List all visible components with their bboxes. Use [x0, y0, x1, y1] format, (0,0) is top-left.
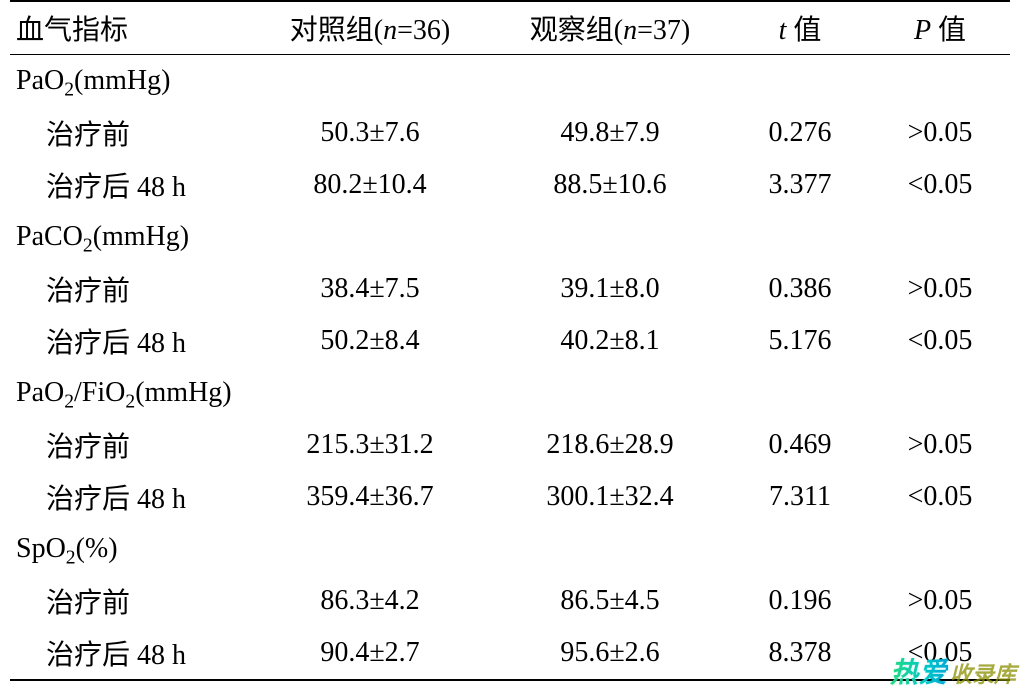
cell-observe: 39.1±8.0	[490, 263, 730, 315]
section-post: (mmHg)	[74, 65, 170, 96]
section-label: PaCO2(mmHg)	[10, 211, 1010, 263]
cell-observe: 49.8±7.9	[490, 107, 730, 159]
cell-t: 8.378	[730, 627, 870, 680]
p-var: P	[914, 15, 931, 46]
row-label: 治疗后 48 h	[10, 471, 250, 523]
section-sub: 2	[83, 236, 93, 257]
table-row: 治疗前 215.3±31.2 218.6±28.9 0.469 >0.05	[10, 419, 1010, 471]
section-row: PaO2(mmHg)	[10, 55, 1010, 108]
cell-control: 359.4±36.7	[250, 471, 490, 523]
col-header-p: P 值	[870, 1, 1010, 55]
cell-observe: 300.1±32.4	[490, 471, 730, 523]
col-header-observe-suffix: =37)	[637, 15, 690, 46]
cell-control: 50.2±8.4	[250, 315, 490, 367]
col-header-control-prefix: 对照组(	[290, 15, 383, 46]
table-row: 治疗后 48 h 80.2±10.4 88.5±10.6 3.377 <0.05	[10, 159, 1010, 211]
row-label: 治疗后 48 h	[10, 159, 250, 211]
table-row: 治疗后 48 h 359.4±36.7 300.1±32.4 7.311 <0.…	[10, 471, 1010, 523]
row-label: 治疗前	[10, 107, 250, 159]
table-row: 治疗后 48 h 50.2±8.4 40.2±8.1 5.176 <0.05	[10, 315, 1010, 367]
cell-control: 38.4±7.5	[250, 263, 490, 315]
cell-control: 80.2±10.4	[250, 159, 490, 211]
cell-p: >0.05	[870, 263, 1010, 315]
section-sub: 2	[64, 80, 74, 101]
col-header-indicator: 血气指标	[10, 1, 250, 55]
p-suffix: 值	[931, 15, 966, 46]
n-var-1: n	[383, 15, 397, 46]
cell-control: 50.3±7.6	[250, 107, 490, 159]
row-label: 治疗后 48 h	[10, 627, 250, 680]
cell-p: <0.05	[870, 627, 1010, 680]
section-mid: /FiO	[74, 377, 125, 408]
col-header-t: t 值	[730, 1, 870, 55]
section-row: PaCO2(mmHg)	[10, 211, 1010, 263]
table-row: 治疗前 50.3±7.6 49.8±7.9 0.276 >0.05	[10, 107, 1010, 159]
section-row: SpO2(%)	[10, 523, 1010, 575]
row-label: 治疗前	[10, 263, 250, 315]
section-sub: 2	[66, 548, 76, 569]
row-label: 治疗前	[10, 575, 250, 627]
t-suffix: 值	[786, 15, 821, 46]
section-sub2: 2	[125, 392, 135, 413]
section-label: SpO2(%)	[10, 523, 1010, 575]
section-pre: PaO	[16, 377, 64, 408]
section-post: (%)	[76, 533, 118, 564]
col-header-observe-prefix: 观察组(	[530, 15, 623, 46]
table-row: 治疗前 86.3±4.2 86.5±4.5 0.196 >0.05	[10, 575, 1010, 627]
cell-observe: 40.2±8.1	[490, 315, 730, 367]
cell-control: 86.3±4.2	[250, 575, 490, 627]
row-label: 治疗后 48 h	[10, 315, 250, 367]
section-sub: 2	[64, 392, 74, 413]
cell-p: >0.05	[870, 575, 1010, 627]
section-post: (mmHg)	[93, 221, 189, 252]
cell-t: 3.377	[730, 159, 870, 211]
cell-p: >0.05	[870, 419, 1010, 471]
section-pre: PaCO	[16, 221, 83, 252]
cell-control: 90.4±2.7	[250, 627, 490, 680]
section-row: PaO2/FiO2(mmHg)	[10, 367, 1010, 419]
cell-p: >0.05	[870, 107, 1010, 159]
cell-t: 0.386	[730, 263, 870, 315]
cell-t: 7.311	[730, 471, 870, 523]
cell-observe: 86.5±4.5	[490, 575, 730, 627]
cell-control: 215.3±31.2	[250, 419, 490, 471]
row-label: 治疗前	[10, 419, 250, 471]
cell-observe: 95.6±2.6	[490, 627, 730, 680]
cell-p: <0.05	[870, 315, 1010, 367]
table-header-row: 血气指标 对照组(n=36) 观察组(n=37) t 值 P 值	[10, 1, 1010, 55]
table-row: 治疗前 38.4±7.5 39.1±8.0 0.386 >0.05	[10, 263, 1010, 315]
cell-t: 0.469	[730, 419, 870, 471]
section-label: PaO2/FiO2(mmHg)	[10, 367, 1010, 419]
blood-gas-table: 血气指标 对照组(n=36) 观察组(n=37) t 值 P 值 PaO2(mm…	[10, 0, 1010, 681]
n-var-2: n	[623, 15, 637, 46]
section-pre: SpO	[16, 533, 66, 564]
page: 血气指标 对照组(n=36) 观察组(n=37) t 值 P 值 PaO2(mm…	[0, 0, 1020, 697]
col-header-observe: 观察组(n=37)	[490, 1, 730, 55]
col-header-control: 对照组(n=36)	[250, 1, 490, 55]
cell-t: 0.276	[730, 107, 870, 159]
section-post: (mmHg)	[135, 377, 231, 408]
cell-t: 0.196	[730, 575, 870, 627]
cell-observe: 88.5±10.6	[490, 159, 730, 211]
section-pre: PaO	[16, 65, 64, 96]
table-row: 治疗后 48 h 90.4±2.7 95.6±2.6 8.378 <0.05	[10, 627, 1010, 680]
cell-observe: 218.6±28.9	[490, 419, 730, 471]
section-label: PaO2(mmHg)	[10, 55, 1010, 108]
cell-t: 5.176	[730, 315, 870, 367]
cell-p: <0.05	[870, 159, 1010, 211]
cell-p: <0.05	[870, 471, 1010, 523]
col-header-control-suffix: =36)	[397, 15, 450, 46]
